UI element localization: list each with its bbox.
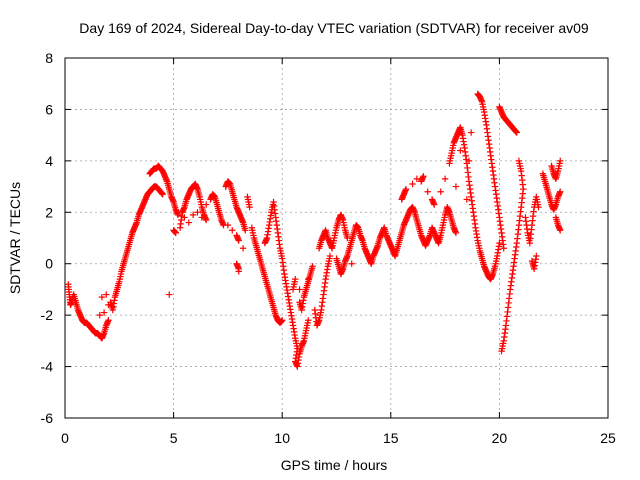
y-tick-label: 4 (45, 153, 53, 169)
data-point (467, 129, 475, 136)
y-axis-label: SDTVAR / TECUs (7, 182, 23, 294)
data-point (242, 227, 249, 234)
grid-lines (65, 58, 608, 418)
x-tick-label: 10 (274, 430, 290, 446)
data-point (185, 219, 193, 226)
data-point (557, 188, 564, 195)
y-tick-label: 2 (45, 204, 53, 220)
plot-frame (64, 57, 609, 419)
data-point (344, 234, 351, 242)
x-axis-label: GPS time / hours (281, 457, 388, 473)
y-tick-label: -6 (41, 410, 54, 426)
data-point (557, 227, 564, 234)
data-point (348, 260, 355, 267)
data-point (202, 201, 210, 208)
data-points (65, 90, 564, 370)
x-tick-label: 0 (61, 430, 69, 446)
data-point (103, 291, 110, 298)
data-point (224, 221, 232, 229)
data-point (420, 173, 427, 180)
data-point (457, 147, 464, 154)
y-tick-label: -2 (41, 307, 54, 323)
data-point (413, 175, 421, 183)
data-point (557, 157, 564, 165)
data-point (235, 268, 242, 275)
data-point (100, 309, 108, 316)
data-point (326, 252, 334, 260)
y-tick-label: 6 (45, 101, 53, 117)
data-point (500, 245, 507, 252)
data-point (441, 175, 449, 183)
axes (64, 57, 609, 419)
y-tick-label: 8 (45, 50, 53, 66)
data-point (296, 286, 303, 293)
data-point (452, 183, 460, 190)
data-point (98, 293, 106, 301)
data-point (239, 245, 247, 252)
x-tick-label: 5 (170, 430, 178, 446)
data-point (431, 201, 438, 208)
data-point (229, 227, 236, 234)
data-point (452, 229, 460, 237)
data-point (96, 311, 103, 319)
x-tick-label: 25 (600, 430, 616, 446)
data-point (289, 286, 297, 293)
data-point (194, 209, 201, 216)
data-point (513, 129, 520, 136)
data-point (174, 211, 182, 219)
data-point (105, 317, 112, 324)
data-point (246, 203, 253, 211)
data-point (424, 188, 431, 195)
data-point (515, 157, 523, 165)
data-point (305, 275, 312, 283)
data-point (202, 216, 210, 224)
data-point (166, 291, 173, 298)
data-point (533, 252, 540, 260)
data-point (159, 191, 166, 198)
data-point (235, 237, 242, 244)
y-tick-label: 0 (45, 256, 53, 272)
data-point (172, 229, 179, 237)
data-point (279, 317, 286, 324)
data-point (181, 214, 188, 221)
data-point (305, 317, 312, 324)
data-point (402, 185, 410, 193)
y-tick-label: -4 (41, 359, 54, 375)
data-point (496, 239, 503, 247)
data-point (189, 211, 197, 219)
data-point (535, 203, 542, 211)
chart-title: Day 169 of 2024, Sidereal Day-to-day VTE… (79, 20, 589, 36)
x-tick-label: 20 (492, 430, 508, 446)
data-point (465, 157, 473, 165)
data-point (437, 188, 444, 195)
data-point (409, 180, 416, 188)
x-tick-label: 15 (383, 430, 399, 446)
data-point (463, 196, 471, 203)
data-point (198, 214, 206, 221)
y-tick-labels: -6 -4 -2 0 2 4 6 8 (41, 50, 54, 426)
data-point (309, 263, 316, 270)
x-tick-labels: 0 5 10 15 20 25 (61, 430, 616, 446)
